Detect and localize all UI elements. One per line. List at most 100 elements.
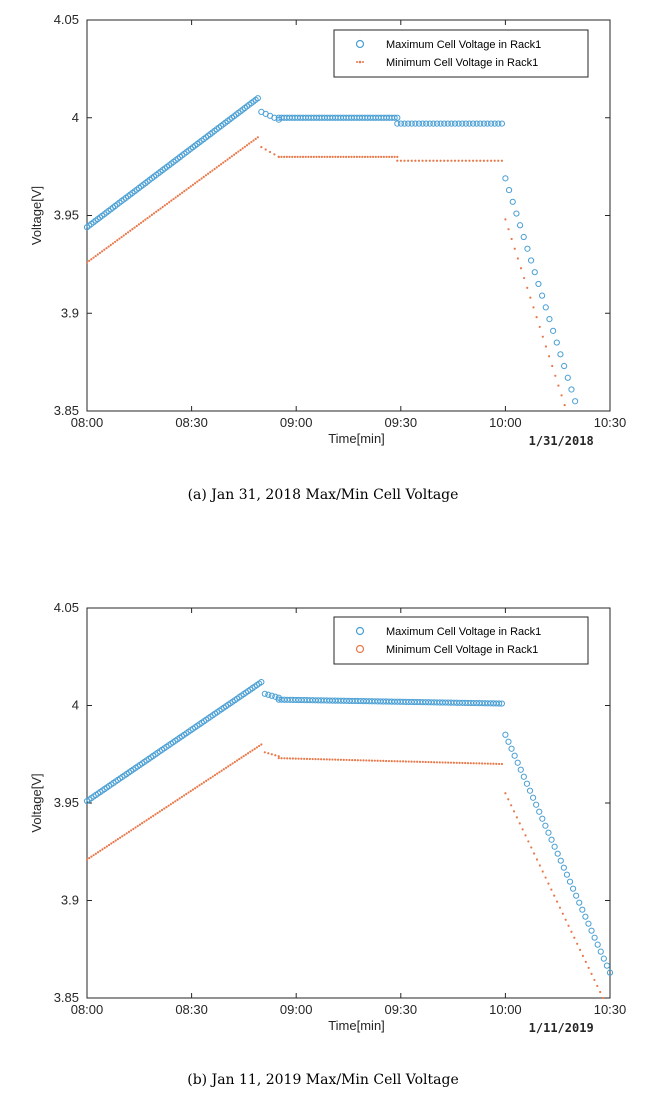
data-point: [500, 159, 504, 162]
data-point: [466, 120, 473, 127]
date-label: 1/11/2019: [529, 1021, 594, 1035]
data-point: [471, 159, 475, 162]
data-point: [328, 758, 331, 761]
data-point: [426, 120, 433, 127]
data-point: [187, 791, 190, 794]
data-point: [362, 759, 365, 762]
data-point: [551, 843, 558, 850]
data-point: [547, 355, 551, 358]
data-point: [191, 788, 195, 791]
data-point: [114, 240, 117, 243]
data-point: [511, 752, 518, 759]
data-point: [189, 185, 192, 188]
data-point: [309, 155, 313, 158]
data-point: [399, 159, 403, 162]
data-point: [92, 854, 95, 857]
data-point: [228, 156, 231, 159]
data-point: [423, 120, 430, 127]
data-point: [495, 120, 502, 127]
x-tick-label: 10:00: [489, 1002, 522, 1017]
data-point: [181, 191, 184, 194]
data-point: [432, 159, 435, 162]
data-point: [156, 811, 159, 815]
data-point: [273, 153, 276, 156]
data-point: [283, 155, 286, 158]
figure-caption: (a) Jan 31, 2018 Max/Min Cell Voltage: [188, 487, 459, 503]
data-point: [566, 878, 574, 885]
data-point: [455, 120, 462, 127]
data-point: [267, 752, 270, 755]
y-tick-label: 3.95: [54, 795, 79, 810]
data-point: [569, 885, 577, 892]
data-point: [171, 801, 175, 804]
data-point: [94, 254, 97, 258]
data-point: [101, 848, 104, 851]
data-point: [154, 813, 157, 816]
data-point: [531, 269, 538, 276]
x-tick-label: 10:30: [594, 415, 627, 430]
data-point: [365, 759, 368, 762]
data-point: [174, 800, 177, 803]
data-point: [94, 852, 97, 855]
data-point: [224, 159, 227, 163]
series-minimum: [85, 743, 605, 1000]
data-point: [136, 824, 139, 828]
plot-area: [86, 607, 611, 999]
data-point: [478, 762, 481, 765]
data-point: [588, 927, 595, 934]
data-point: [205, 779, 208, 783]
data-point: [591, 934, 598, 941]
data-point: [393, 760, 396, 763]
data-point: [382, 155, 385, 158]
data-point: [377, 155, 380, 158]
data-point: [268, 150, 272, 154]
data-point: [554, 374, 557, 377]
data-point: [457, 159, 460, 162]
data-point: [291, 757, 294, 760]
data-point: [237, 150, 240, 153]
data-point: [526, 286, 529, 289]
data-point: [507, 798, 510, 801]
data-point: [143, 820, 146, 823]
data-point: [461, 761, 464, 765]
data-point: [516, 257, 519, 260]
data-point: [504, 792, 507, 795]
data-point: [285, 155, 288, 158]
legend-box: [333, 616, 589, 665]
data-point: [182, 794, 186, 797]
data-point: [317, 758, 320, 761]
data-point: [85, 858, 89, 861]
data-point: [458, 761, 461, 764]
data-point: [541, 335, 544, 338]
data-point: [307, 155, 310, 158]
y-tick-label: 4.05: [54, 12, 79, 27]
data-point: [601, 996, 605, 1000]
data-point: [515, 816, 518, 819]
data-point: [293, 155, 297, 158]
data-point: [161, 205, 164, 209]
data-point: [286, 757, 289, 760]
data-point: [363, 155, 367, 158]
data-point: [277, 755, 280, 758]
data-point: [451, 120, 459, 127]
data-point: [336, 758, 340, 761]
data-point: [553, 339, 560, 346]
data-point: [555, 900, 559, 903]
y-tick-label: 4: [72, 110, 79, 125]
data-point: [529, 794, 537, 801]
data-point: [514, 759, 521, 766]
data-point: [418, 760, 422, 763]
data-point: [414, 159, 417, 162]
data-point: [480, 120, 487, 127]
data-point: [176, 194, 179, 198]
data-point: [509, 198, 516, 205]
data-point: [557, 384, 560, 387]
data-point: [241, 147, 244, 150]
data-point: [105, 845, 108, 848]
data-point: [351, 758, 354, 762]
data-point: [314, 758, 317, 761]
data-point: [116, 838, 119, 841]
data-point: [533, 801, 540, 808]
data-point: [542, 304, 549, 311]
data-point: [112, 840, 115, 844]
